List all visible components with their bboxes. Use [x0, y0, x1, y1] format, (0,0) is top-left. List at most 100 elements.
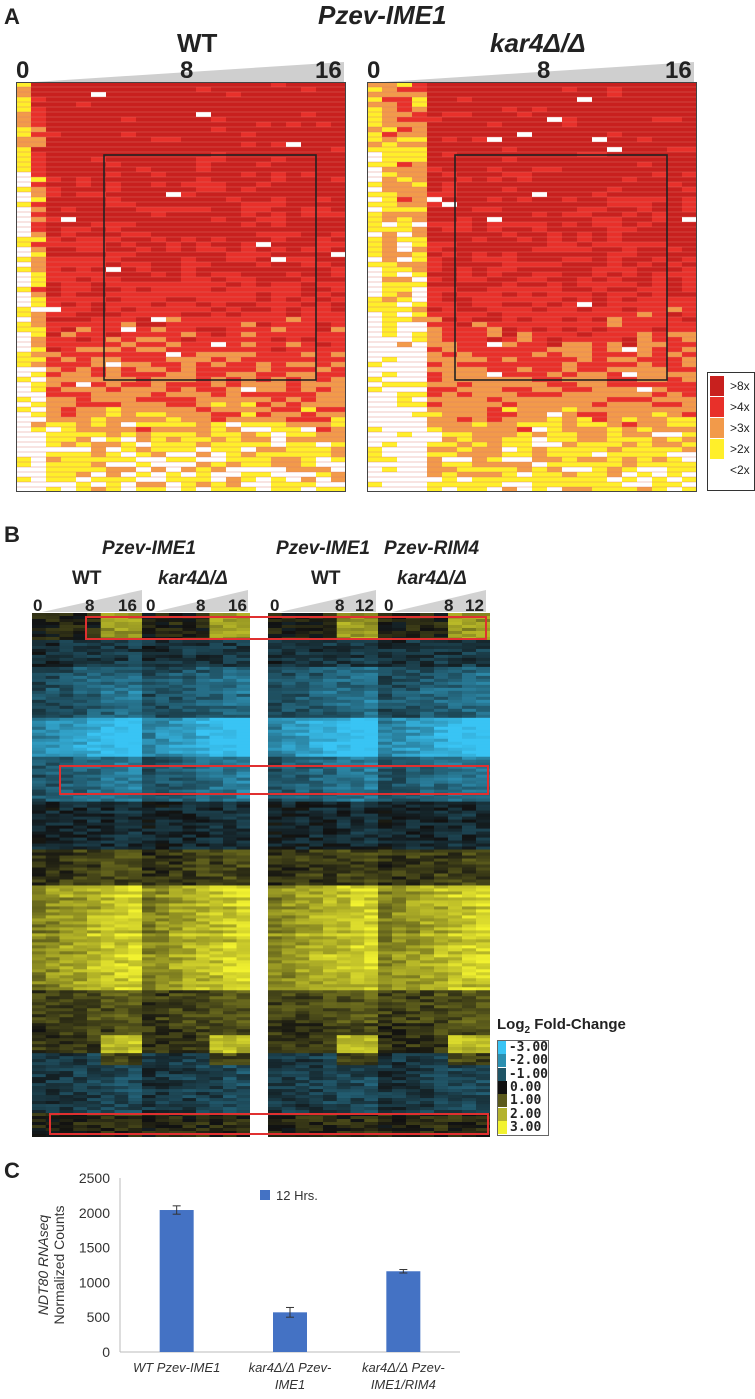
heatmap-cell: [46, 107, 62, 113]
heatmap-cell: [652, 392, 668, 398]
heatmap-cell: [209, 648, 224, 653]
heatmap-cell: [31, 277, 47, 283]
heatmap-cell: [427, 367, 443, 373]
heatmap-cell: [517, 352, 533, 358]
heatmap-cell: [378, 672, 393, 677]
heatmap-cell: [442, 282, 458, 288]
heatmap-cell: [136, 287, 152, 293]
heatmap-cell: [226, 267, 242, 273]
heatmap-cell: [442, 357, 458, 363]
heatmap-cell: [367, 487, 383, 492]
heatmap-cell: [667, 127, 683, 133]
heatmap-cell: [106, 272, 122, 278]
heatmap-cell: [166, 172, 182, 178]
heatmap-cell: [336, 678, 351, 683]
heatmap-cell: [121, 122, 137, 128]
heatmap-cell: [155, 717, 170, 722]
heatmap-cell: [31, 392, 47, 398]
heatmap-cell: [316, 147, 332, 153]
heatmap-cell: [367, 442, 383, 448]
heatmap-cell: [45, 702, 60, 707]
heatmap-cell: [457, 122, 473, 128]
heatmap-cell: [286, 102, 302, 108]
heatmap-cell: [562, 102, 578, 108]
heatmap-cell: [382, 372, 398, 378]
heatmap-cell: [211, 412, 227, 418]
heatmap-cell: [378, 690, 393, 695]
heatmap-cell: [309, 708, 324, 713]
heatmap-cell: [427, 182, 443, 188]
heatmap-cell: [592, 162, 608, 168]
heatmap-cell: [316, 247, 332, 253]
heatmap-cell: [91, 212, 107, 218]
heatmap-cell: [295, 702, 310, 707]
heatmap-cell: [547, 472, 563, 478]
heatmap-cell: [412, 422, 428, 428]
heatmap-cell: [397, 247, 413, 253]
legend-item: >2x: [710, 438, 754, 459]
heatmap-cell: [487, 382, 503, 388]
heatmap-cell: [472, 127, 488, 133]
heatmap-cell: [169, 657, 183, 662]
heatmap-cell: [301, 122, 317, 128]
heatmap-cell: [45, 675, 60, 680]
heatmap-cell: [32, 720, 47, 725]
heatmap-cell: [442, 152, 458, 158]
heatmap-cell: [331, 112, 346, 118]
heatmap-cell: [412, 477, 428, 483]
heatmap-cell: [637, 487, 653, 492]
heatmap-cell: [256, 422, 272, 428]
heatmap-cell: [211, 92, 227, 98]
heatmap-cell: [622, 287, 638, 293]
heatmap-cell: [336, 669, 351, 674]
heatmap-cell: [382, 322, 398, 328]
heatmap-cell: [32, 693, 47, 698]
heatmap-cell: [241, 197, 257, 203]
heatmap-cell: [46, 382, 62, 388]
heatmap-cell: [502, 107, 518, 113]
heatmap-cell: [271, 332, 287, 338]
heatmap-cell: [76, 237, 92, 243]
heatmap-cell: [61, 217, 77, 223]
heatmap-cell: [622, 127, 638, 133]
heatmap-cell: [577, 427, 593, 433]
heatmap-cell: [142, 651, 156, 656]
heatmap-cell: [364, 687, 379, 692]
heatmap-cell: [457, 222, 473, 228]
heatmap-cell: [16, 137, 32, 143]
heatmap-cell: [457, 407, 473, 413]
heatmap-cell: [309, 657, 324, 662]
heatmap-cell: [472, 282, 488, 288]
heatmap-cell: [562, 282, 578, 288]
heatmap-cell: [46, 82, 62, 88]
heatmap-cell: [268, 708, 283, 713]
heatmap-cell: [91, 202, 107, 208]
heatmap-cell: [46, 407, 62, 413]
heatmap-cell: [196, 675, 210, 680]
heatmap-cell: [316, 132, 332, 138]
heatmap-cell: [397, 192, 413, 198]
heatmap-cell: [151, 332, 167, 338]
heatmap-cell: [301, 277, 317, 283]
heatmap-cell: [682, 427, 697, 433]
heatmap-cell: [271, 247, 287, 253]
heatmap-cell: [517, 372, 533, 378]
heatmap-cell: [121, 422, 137, 428]
heatmap-cell: [91, 362, 107, 368]
heatmap-cell: [45, 711, 60, 716]
heatmap-cell: [76, 327, 92, 333]
heatmap-cell: [682, 402, 697, 408]
heatmap-cell: [155, 672, 170, 677]
panel-a-wt-label: WT: [177, 28, 218, 58]
heatmap-cell: [166, 237, 182, 243]
heatmap-cell: [151, 107, 167, 113]
heatmap-cell: [382, 167, 398, 173]
heatmap-cell: [476, 630, 490, 635]
heatmap-cell: [271, 362, 287, 368]
heatmap-cell: [301, 472, 317, 478]
heatmap-cell: [517, 452, 533, 458]
heatmap-cell: [331, 442, 346, 448]
heatmap-cell: [577, 212, 593, 218]
heatmap-cell: [457, 242, 473, 248]
heatmap-cell: [472, 227, 488, 233]
